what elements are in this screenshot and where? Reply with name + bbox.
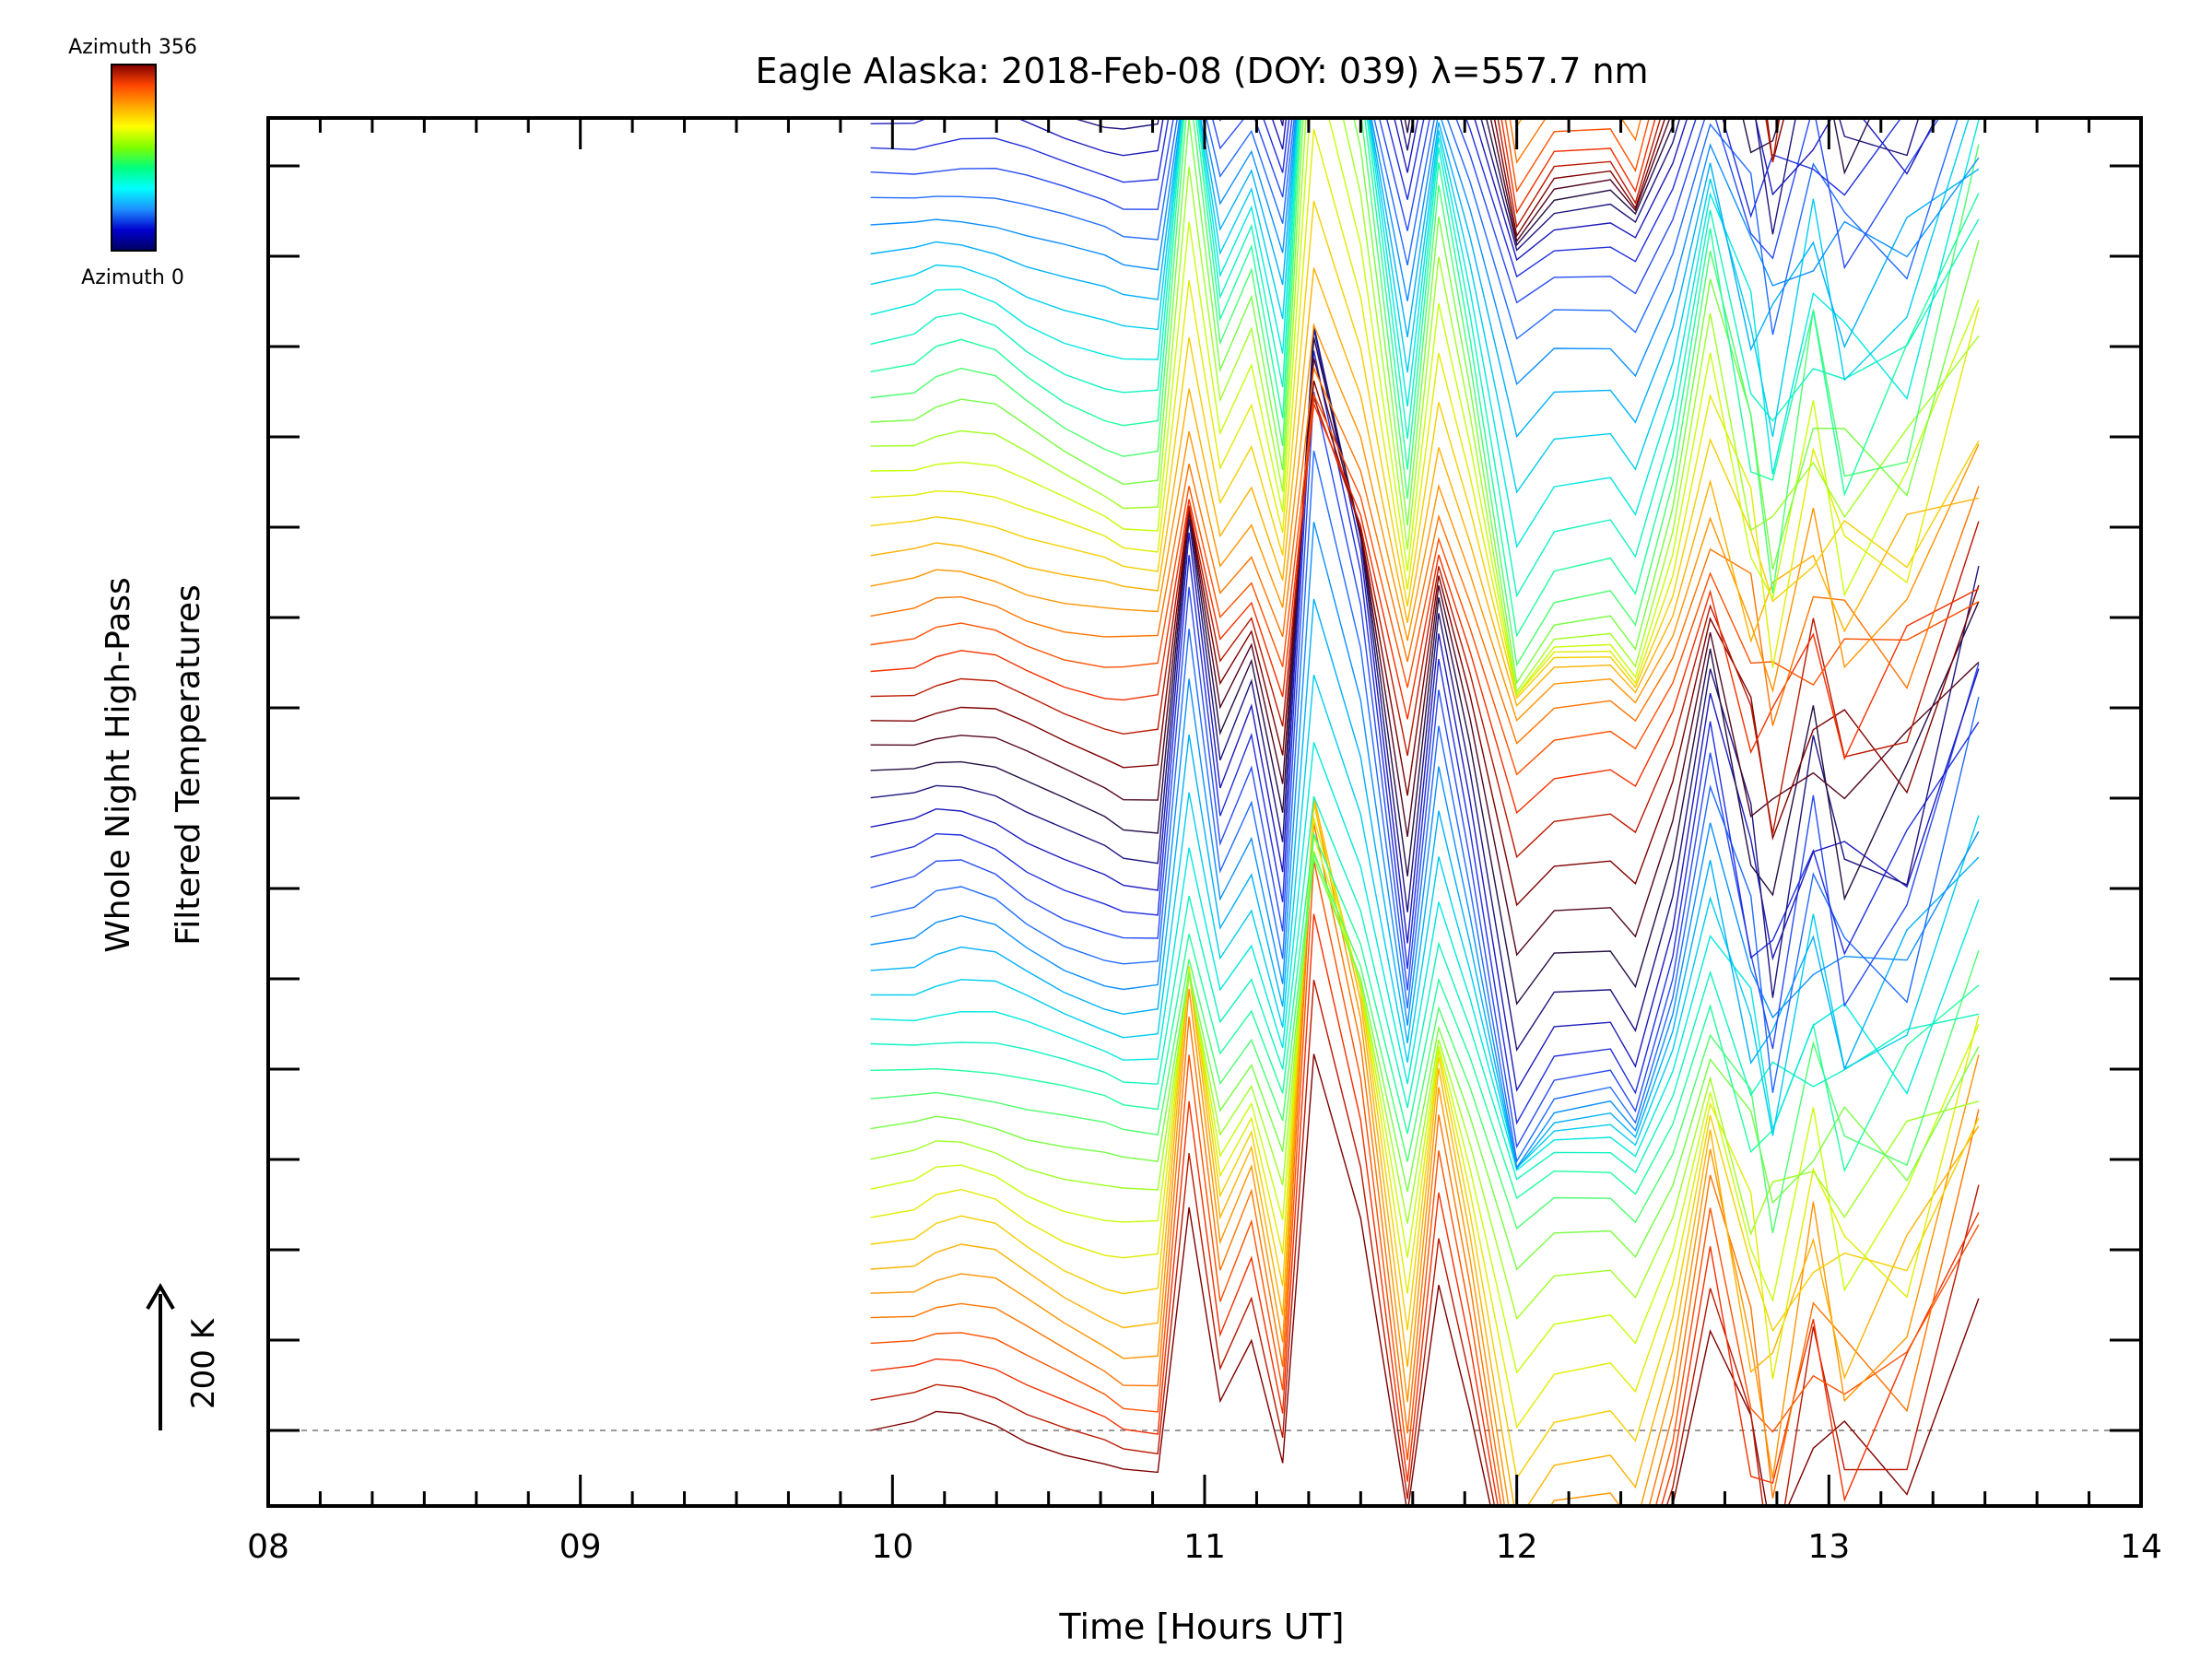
colorbar-bottom-label: Azimuth 0 — [81, 266, 184, 289]
temperature-trace — [870, 118, 1980, 697]
x-tick-label: 12 — [1496, 1528, 1538, 1566]
temperature-trace — [870, 803, 1980, 1480]
temperature-trace — [870, 328, 1980, 1092]
temperature-trace — [870, 118, 1980, 598]
colorbar-legend: Azimuth 356 Azimuth 0 — [68, 36, 197, 289]
temperature-trace — [870, 118, 1959, 340]
temperature-trace — [870, 118, 1980, 667]
temperature-trace — [870, 522, 1980, 1170]
temperature-trace — [870, 404, 1980, 815]
temperature-trace — [870, 392, 1980, 776]
temperature-trace — [870, 742, 1980, 1171]
temperature-trace — [870, 831, 1980, 1200]
temperature-trace — [870, 118, 1980, 694]
temperature-trace — [1500, 118, 1656, 215]
temperature-trace — [870, 598, 1980, 1171]
temperature-trace — [871, 0, 1979, 34]
chart-title: Eagle Alaska: 2018-Feb-08 (DOY: 039) λ=5… — [755, 51, 1648, 91]
axis-ticks — [266, 118, 2143, 1506]
temperature-trace — [870, 200, 1980, 700]
x-tick-label: 10 — [871, 1528, 913, 1566]
temperature-trace — [870, 365, 1980, 745]
temperature-trace — [870, 851, 1980, 1321]
temperature-trace — [870, 118, 1980, 549]
temperature-trace — [870, 913, 1980, 1506]
temperature-trace — [870, 322, 1980, 722]
x-axis-label: Time [Hours UT] — [1058, 1606, 1344, 1647]
x-tick-label: 11 — [1183, 1528, 1226, 1566]
temperature-trace — [870, 852, 1980, 1234]
x-tick-labels: 08 09 10 11 12 13 14 — [247, 1528, 2162, 1566]
temperature-trace — [1404, 118, 1871, 247]
temperature-trace — [870, 118, 1940, 304]
scale-bar: 200 K — [146, 1283, 222, 1430]
temperature-trace — [870, 380, 1980, 907]
scale-arrow-head — [146, 1283, 175, 1311]
temperature-trace — [1504, 118, 1650, 194]
x-tick-label: 09 — [559, 1528, 602, 1566]
x-tick-label: 08 — [247, 1528, 289, 1566]
temperature-trace — [870, 796, 1980, 1506]
temperature-trace — [870, 118, 1980, 638]
temperature-trace — [870, 358, 1980, 957]
temperature-trace — [870, 118, 1980, 439]
temperature-trace — [870, 795, 1980, 1181]
temperature-traces — [870, 0, 1980, 1506]
temperature-trace — [870, 802, 1980, 1506]
x-tick-label: 14 — [2120, 1528, 2162, 1566]
temperature-trace — [870, 450, 1980, 1163]
x-tick-label: 13 — [1807, 1528, 1850, 1566]
temperature-trace — [870, 674, 1980, 1170]
temperature-trace — [870, 397, 1980, 859]
colorbar-top-label: Azimuth 356 — [68, 36, 197, 59]
temperature-trace — [870, 118, 1971, 494]
colorbar-gradient — [111, 64, 157, 252]
temperature-trace — [870, 980, 1980, 1506]
scale-bar-label: 200 K — [185, 1317, 222, 1409]
temperature-trace — [870, 118, 1980, 386]
temperature-trace — [1070, 118, 1920, 252]
temperature-trace — [870, 267, 1980, 708]
temperature-trace — [870, 858, 1980, 1271]
temperature-trace — [870, 118, 1937, 262]
y-axis-label-line1: Whole Night High-Pass — [100, 577, 137, 953]
y-axis-label-line2: Filtered Temperatures — [170, 584, 207, 946]
temperature-trace — [870, 325, 1980, 1052]
temperature-trace — [870, 350, 1980, 1125]
temperature-trace — [870, 129, 1980, 698]
temperature-trace — [870, 118, 1902, 278]
temperature-trace — [870, 860, 1980, 1506]
temperature-trace — [870, 823, 1980, 1506]
